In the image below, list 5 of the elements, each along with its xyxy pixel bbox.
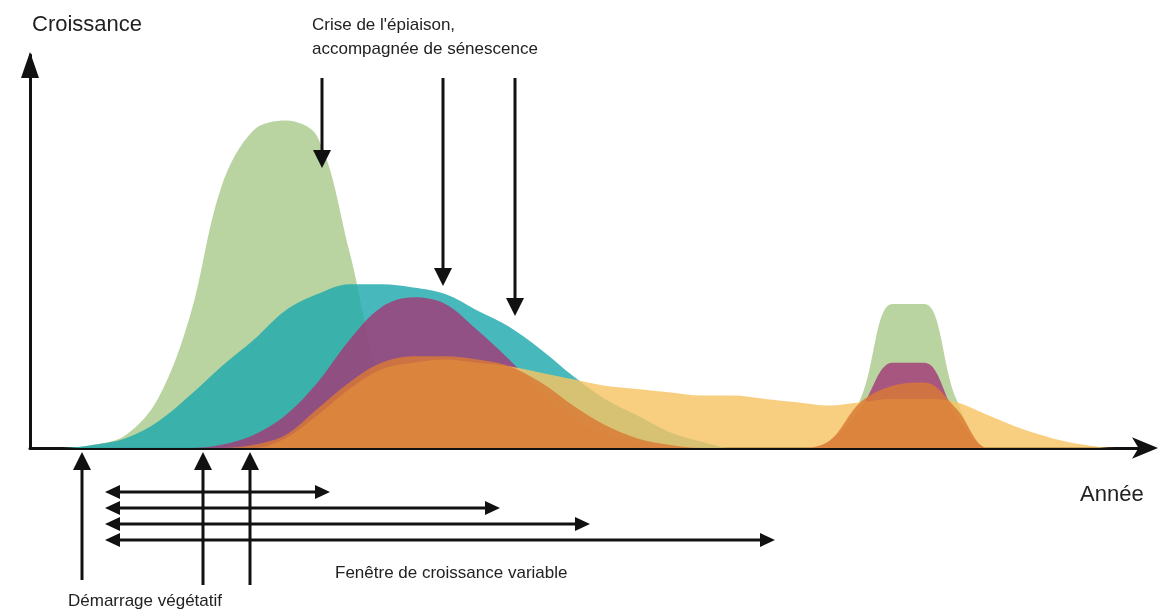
text: Crise de l'épiaison, accompagnée de sénescence	[312, 14, 538, 58]
y-axis-title: Croissance	[32, 10, 143, 36]
text: Démarrage végétatif	[68, 590, 223, 610]
text: Fenêtre de croissance variable	[335, 562, 568, 582]
x-axis-title: Année	[1080, 480, 1144, 506]
